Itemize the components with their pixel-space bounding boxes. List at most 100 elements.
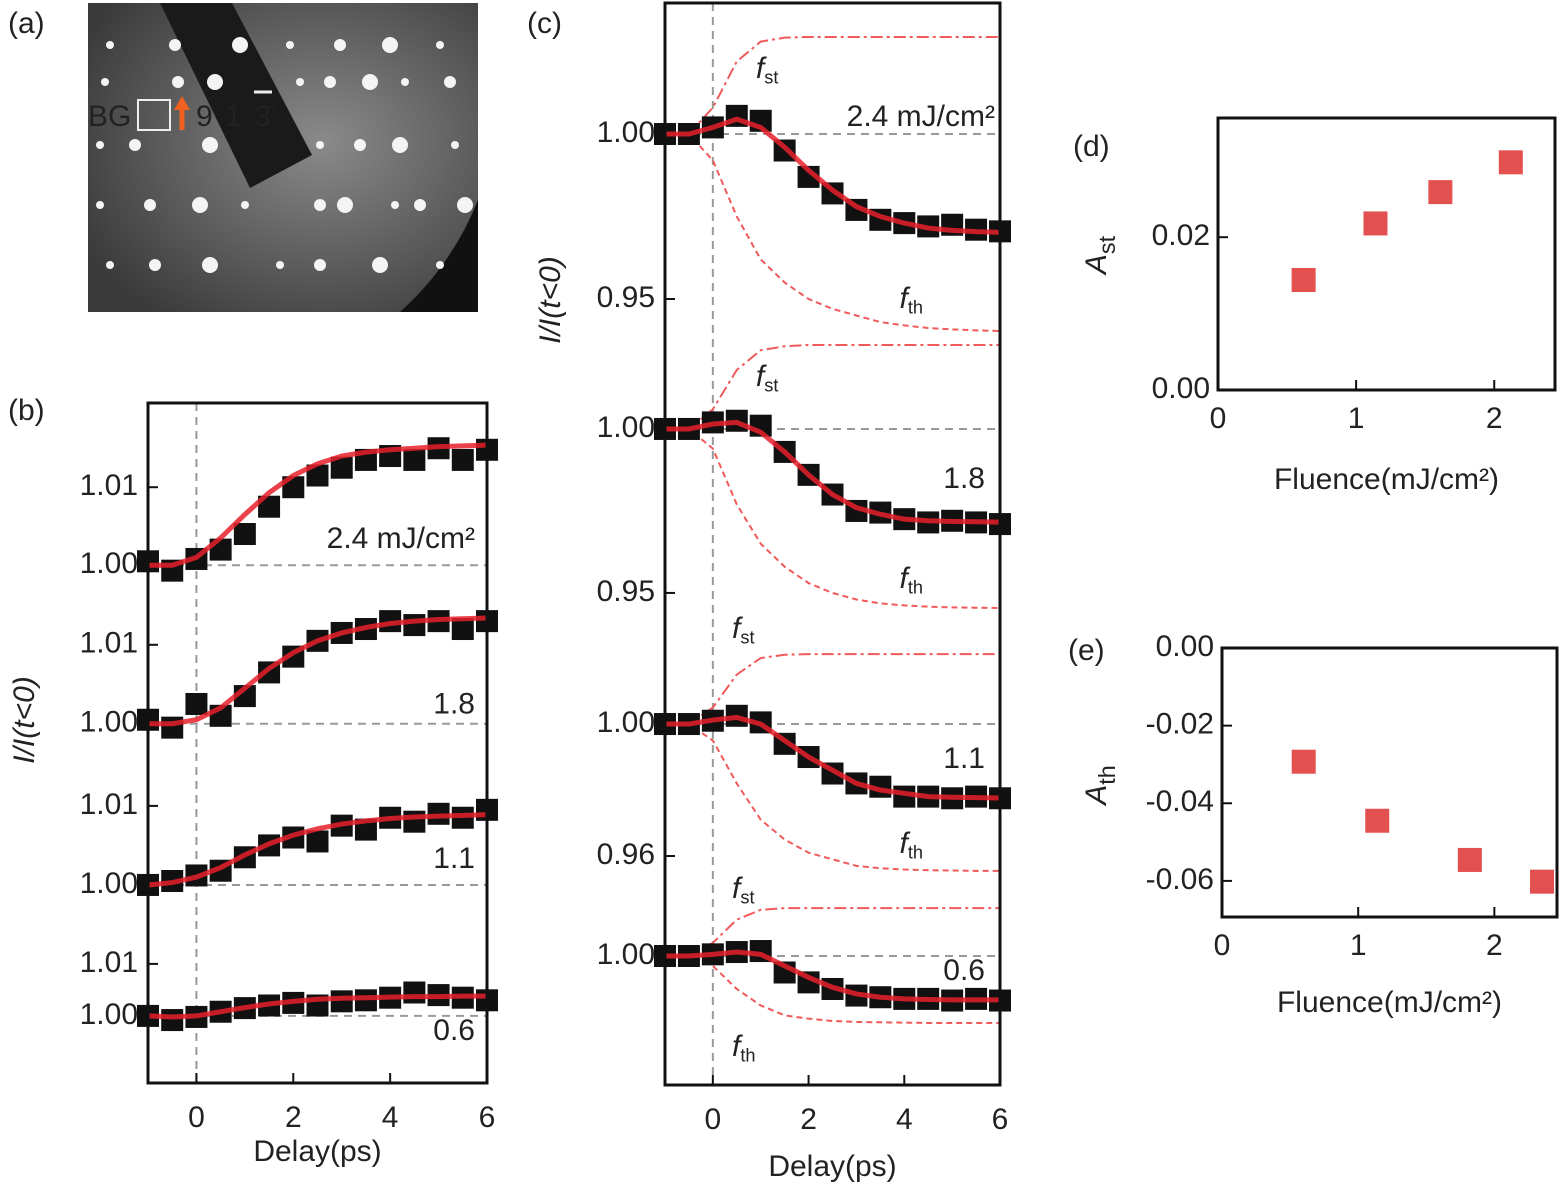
y-tick-label: -0.04 xyxy=(1146,785,1214,818)
annotation: 1.1 xyxy=(943,742,985,775)
diffraction-image xyxy=(88,3,478,312)
x-axis-label: Delay(ps) xyxy=(253,1135,381,1168)
fit-line xyxy=(147,812,488,888)
spot xyxy=(324,76,336,88)
y-tick-label: -0.02 xyxy=(1146,708,1214,741)
spot xyxy=(96,201,104,209)
panel-label: (b) xyxy=(8,394,45,427)
y-tick-label: 0.00 xyxy=(1152,372,1210,405)
data-point xyxy=(403,981,426,1004)
spot xyxy=(457,197,473,213)
y-axis-label: Ath xyxy=(1080,765,1120,807)
y-axis-label: I/I(t<0) xyxy=(8,676,41,764)
spot xyxy=(337,197,353,213)
subscript: th xyxy=(908,842,923,862)
spot xyxy=(149,259,161,271)
subscript: th xyxy=(740,1045,755,1065)
spot xyxy=(232,37,248,53)
fit-line xyxy=(147,993,487,1020)
th-label: fth xyxy=(900,827,924,862)
y-tick-label: 1.00 xyxy=(597,116,655,149)
spot xyxy=(362,74,378,90)
data-point xyxy=(797,165,820,188)
spot xyxy=(414,199,426,211)
spot xyxy=(314,199,326,211)
y-tick-label: 1.00 xyxy=(80,706,138,739)
subscript: th xyxy=(1094,765,1120,785)
data-point xyxy=(1291,267,1316,292)
subscript: st xyxy=(764,67,778,87)
symbol: f xyxy=(732,872,743,905)
spot xyxy=(286,41,294,49)
annotation: 1.1 xyxy=(433,842,475,875)
data-point xyxy=(330,456,353,479)
th-component xyxy=(665,133,1001,333)
annotation: 1.8 xyxy=(943,462,985,495)
data-point xyxy=(1291,749,1316,774)
plot-frame xyxy=(146,401,489,1085)
y-tick-label: 1.00 xyxy=(80,547,138,580)
y-axis-label: I/I(t<0) xyxy=(534,256,567,344)
data-point xyxy=(161,1009,184,1032)
symbol: f xyxy=(756,360,767,393)
spot xyxy=(296,78,304,86)
spot xyxy=(314,259,326,271)
panel-label: (e) xyxy=(1068,634,1105,667)
subscript: st xyxy=(740,627,754,647)
st-label: fst xyxy=(732,872,755,907)
panel-label: (d) xyxy=(1073,130,1110,163)
x-tick-label: 0 xyxy=(188,1101,205,1134)
data-point xyxy=(185,692,208,715)
symbol: f xyxy=(756,52,767,85)
spot xyxy=(106,41,114,49)
data-point xyxy=(1363,211,1388,236)
fit-line xyxy=(665,714,1001,801)
x-tick-label: 0 xyxy=(1210,402,1227,435)
arrow-head xyxy=(174,96,190,110)
data-point xyxy=(354,989,377,1012)
image-corner xyxy=(400,200,478,312)
spot xyxy=(354,139,366,151)
spot xyxy=(106,261,114,269)
st-component xyxy=(665,907,1000,957)
th-label: fth xyxy=(900,282,924,317)
x-tick-label: 4 xyxy=(382,1101,399,1134)
x-tick-label: 1 xyxy=(1348,402,1365,435)
y-tick-label: 1.01 xyxy=(80,788,138,821)
x-axis-label: Delay(ps) xyxy=(768,1150,896,1183)
subscript: st xyxy=(1094,235,1120,254)
x-tick-label: 4 xyxy=(896,1103,913,1136)
st-component xyxy=(665,653,1000,726)
y-tick-label: -0.06 xyxy=(1146,863,1214,896)
annotation: 0.6 xyxy=(433,1014,475,1047)
y-axis-label: Ast xyxy=(1080,235,1120,276)
reflection-label: 9 1 3̄ xyxy=(196,100,276,133)
annotation: 0.6 xyxy=(943,954,985,987)
symbol: A xyxy=(1080,785,1113,807)
spot xyxy=(436,261,444,269)
data-point xyxy=(306,464,329,487)
data-point xyxy=(403,614,426,637)
symbol: f xyxy=(732,1030,743,1063)
symbol: f xyxy=(900,562,911,595)
spot xyxy=(392,137,408,153)
th-component xyxy=(665,723,1000,872)
spot xyxy=(334,39,346,51)
x-tick-label: 6 xyxy=(479,1101,496,1134)
y-tick-label: 1.00 xyxy=(597,938,655,971)
spot xyxy=(372,257,388,273)
x-axis-label: Fluence(mJ/cm²) xyxy=(1274,463,1499,496)
panel-label: (c) xyxy=(527,7,562,40)
data-point xyxy=(1428,180,1453,205)
st-component xyxy=(665,343,1000,430)
data-point xyxy=(1498,150,1523,175)
st-component xyxy=(665,35,1000,136)
spot xyxy=(382,37,398,53)
st-label: fst xyxy=(732,612,755,647)
st-label: fst xyxy=(756,360,779,395)
spot xyxy=(129,139,141,151)
data-point xyxy=(1457,847,1482,872)
data-point xyxy=(451,448,474,471)
spot xyxy=(207,74,223,90)
